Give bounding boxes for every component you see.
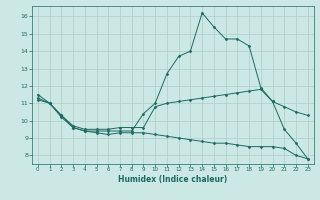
X-axis label: Humidex (Indice chaleur): Humidex (Indice chaleur) [118, 175, 228, 184]
